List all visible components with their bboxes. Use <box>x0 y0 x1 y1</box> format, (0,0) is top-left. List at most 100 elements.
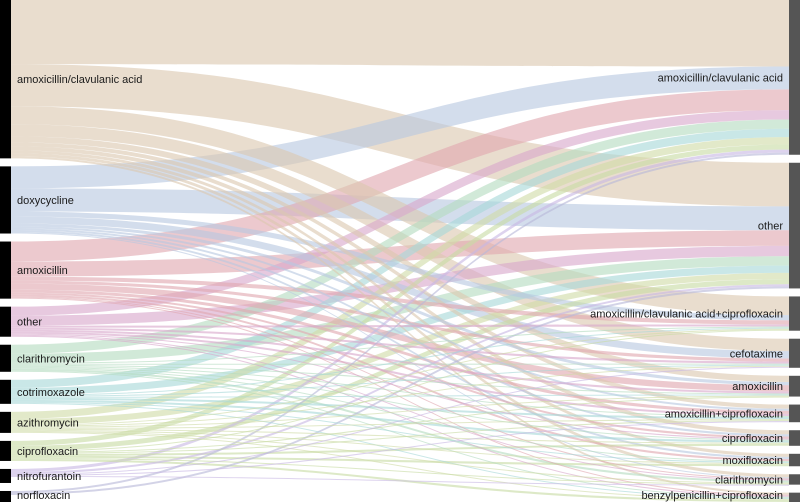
flow-other-to-amoxicillin-clavulanic-acid <box>11 110 789 316</box>
flow-ciprofloxacin-to-amoxicillin-clavulanic-acid <box>11 144 789 446</box>
links-layer <box>11 0 789 502</box>
flow-ciprofloxacin-to-amoxicillin <box>11 396 789 453</box>
flow-amoxicillin-to-amoxicillin-ciprofloxacin <box>11 289 789 414</box>
left-node-label-norfloxacin: norfloxacin <box>17 490 70 502</box>
flow-azithromycin-to-ciprofloxacin <box>11 428 789 444</box>
right-node-cefotaxime <box>789 338 800 368</box>
left-node-label-amoxicillin: amoxicillin <box>17 265 68 277</box>
left-node-label-nitrofurantoin: nitrofurantoin <box>17 471 81 483</box>
flow-amoxicillin-clavulanic-acid-to-clarithromycin <box>11 153 789 478</box>
right-node-amoxicillin-ciprofloxacin <box>789 404 800 423</box>
right-node-label-clarithromycin: clarithromycin <box>715 474 783 486</box>
flow-other-to-benzylpenicillin-ciprofloxacin <box>11 335 789 497</box>
left-node-label-clarithromycin: clarithromycin <box>17 353 85 365</box>
flow-clarithromycin-to-ciprofloxacin <box>11 366 789 441</box>
flow-amoxicillin-clavulanic-acid-to-amoxicillin-ciprofloxacin <box>11 142 789 409</box>
flow-doxycycline-to-amoxicillin-clavulanic-acid-ciprofloxacin <box>11 211 789 321</box>
flow-doxycycline-to-clarithromycin <box>11 232 789 479</box>
flow-nitrofurantoin-to-amoxicillin-clavulanic-acid <box>11 149 789 472</box>
flow-cotrimoxazole-to-amoxicillin-ciprofloxacin <box>11 397 789 420</box>
flow-doxycycline-to-cefotaxime <box>11 216 789 359</box>
flow-clarithromycin-to-cefotaxime <box>11 363 789 365</box>
flow-cotrimoxazole-to-cefotaxime <box>11 364 789 397</box>
flow-amoxicillin-to-amoxicillin-clavulanic-acid-ciprofloxacin <box>11 276 789 325</box>
left-node-label-doxycycline: doxycycline <box>17 195 74 207</box>
left-node-cotrimoxazole <box>0 379 11 404</box>
right-node-label-amoxicillin: amoxicillin <box>732 381 783 393</box>
right-node-amoxicillin-clavulanic-acid <box>789 0 800 155</box>
flow-cotrimoxazole-to-amoxicillin-clavulanic-acid-ciprofloxacin <box>11 327 789 396</box>
left-node-doxycycline <box>0 166 11 234</box>
right-node-other <box>789 162 800 289</box>
flow-amoxicillin-to-other <box>11 230 789 277</box>
flow-clarithromycin-to-clarithromycin <box>11 368 789 483</box>
flow-azithromycin-to-amoxicillin <box>11 395 789 428</box>
flow-other-to-ciprofloxacin <box>11 333 789 440</box>
flow-clarithromycin-to-moxifloxacin <box>11 367 789 463</box>
flow-ciprofloxacin-to-amoxicillin-ciprofloxacin <box>11 420 789 454</box>
left-node-amoxicillin <box>0 241 11 299</box>
labels-layer: amoxicillin/clavulanic acid doxycycline am… <box>17 72 783 502</box>
left-node-other <box>0 306 11 337</box>
right-node-label-amoxicillin-ciprofloxacin: amoxicillin+ciprofloxacin <box>665 408 783 420</box>
flow-nitrofurantoin-to-amoxicillin-ciprofloxacin <box>11 421 789 476</box>
right-node-clarithromycin <box>789 474 800 485</box>
left-node-label-ciprofloxacin: ciprofloxacin <box>17 446 78 458</box>
right-node-benzylpenicillin-ciprofloxacin <box>789 492 800 502</box>
left-node-amoxicillin-clavulanic-acid <box>0 0 11 159</box>
flow-doxycycline-to-ciprofloxacin <box>11 228 789 437</box>
flow-cotrimoxazole-to-other <box>11 265 789 395</box>
flow-amoxicillin-clavulanic-acid-to-ciprofloxacin <box>11 146 789 435</box>
left-node-label-other: other <box>17 317 42 329</box>
left-node-ciprofloxacin <box>0 440 11 461</box>
flow-clarithromycin-to-amoxicillin-clavulanic-acid-ciprofloxacin <box>11 326 789 364</box>
flow-nitrofurantoin-to-clarithromycin <box>11 475 789 486</box>
flow-azithromycin-to-clarithromycin <box>11 430 789 484</box>
flow-nitrofurantoin-to-cefotaxime <box>11 366 789 475</box>
right-node-label-amoxicillin-clavulanic-acid: amoxicillin/clavulanic acid <box>658 72 783 84</box>
right-node-label-moxifloxacin: moxifloxacin <box>722 455 783 467</box>
left-node-nitrofurantoin <box>0 468 11 483</box>
flow-amoxicillin-to-amoxicillin <box>11 283 789 392</box>
flow-ciprofloxacin-to-clarithromycin <box>11 457 789 485</box>
right-node-label-cefotaxime: cefotaxime <box>730 348 783 360</box>
flow-azithromycin-to-benzylpenicillin-ciprofloxacin <box>11 431 789 500</box>
right-node-label-ciprofloxacin: ciprofloxacin <box>722 433 783 445</box>
flow-cotrimoxazole-to-benzylpenicillin-ciprofloxacin <box>11 402 789 499</box>
flow-amoxicillin-clavulanic-acid-to-amoxicillin-clavulanic-acid <box>11 0 789 67</box>
flow-amoxicillin-to-ciprofloxacin <box>11 292 789 439</box>
flow-amoxicillin-to-cefotaxime <box>11 280 789 362</box>
right-node-label-amoxicillin-clavulanic-acid-ciprofloxacin: amoxicillin/clavulanic acid+ciprofloxaci… <box>590 309 783 321</box>
flow-doxycycline-to-amoxicillin-ciprofloxacin <box>11 226 789 411</box>
flow-ciprofloxacin-to-moxifloxacin <box>11 455 789 467</box>
flow-other-to-amoxicillin-clavulanic-acid-ciprofloxacin <box>11 324 789 328</box>
right-node-amoxicillin-clavulanic-acid-ciprofloxacin <box>789 296 800 331</box>
flow-cotrimoxazole-to-moxifloxacin <box>11 401 789 464</box>
flow-norfloxacin-to-amoxicillin-clavulanic-acid <box>11 152 789 493</box>
right-node-label-other: other <box>758 221 783 233</box>
right-node-ciprofloxacin <box>789 430 800 446</box>
flow-azithromycin-to-amoxicillin-clavulanic-acid <box>11 137 789 419</box>
left-node-clarithromycin <box>0 344 11 372</box>
flow-amoxicillin-to-amoxicillin-clavulanic-acid <box>11 89 789 262</box>
flow-other-to-clarithromycin <box>11 334 789 481</box>
left-node-label-cotrimoxazole: cotrimoxazole <box>17 387 85 399</box>
flow-azithromycin-to-other <box>11 272 789 425</box>
left-node-azithromycin <box>0 411 11 433</box>
left-node-label-amoxicillin-clavulanic-acid: amoxicillin/clavulanic acid <box>17 74 142 86</box>
right-node-amoxicillin <box>789 375 800 397</box>
flow-azithromycin-to-moxifloxacin <box>11 429 789 465</box>
flow-amoxicillin-clavulanic-acid-to-amoxicillin <box>11 136 789 383</box>
right-node-moxifloxacin <box>789 453 800 467</box>
right-node-label-benzylpenicillin-ciprofloxacin: benzylpenicillin+ciprofloxacin <box>641 490 783 502</box>
flow-amoxicillin-to-clarithromycin <box>11 296 789 480</box>
flow-ciprofloxacin-to-amoxicillin-clavulanic-acid-ciprofloxacin <box>11 329 789 452</box>
flow-amoxicillin-to-moxifloxacin <box>11 294 789 462</box>
left-node-norfloxacin <box>0 490 11 502</box>
flow-clarithromycin-to-amoxicillin <box>11 364 789 395</box>
flow-clarithromycin-to-benzylpenicillin-ciprofloxacin <box>11 370 789 498</box>
flow-azithromycin-to-amoxicillin-clavulanic-acid-ciprofloxacin <box>11 328 789 426</box>
flow-other-to-amoxicillin-ciprofloxacin <box>11 331 789 416</box>
